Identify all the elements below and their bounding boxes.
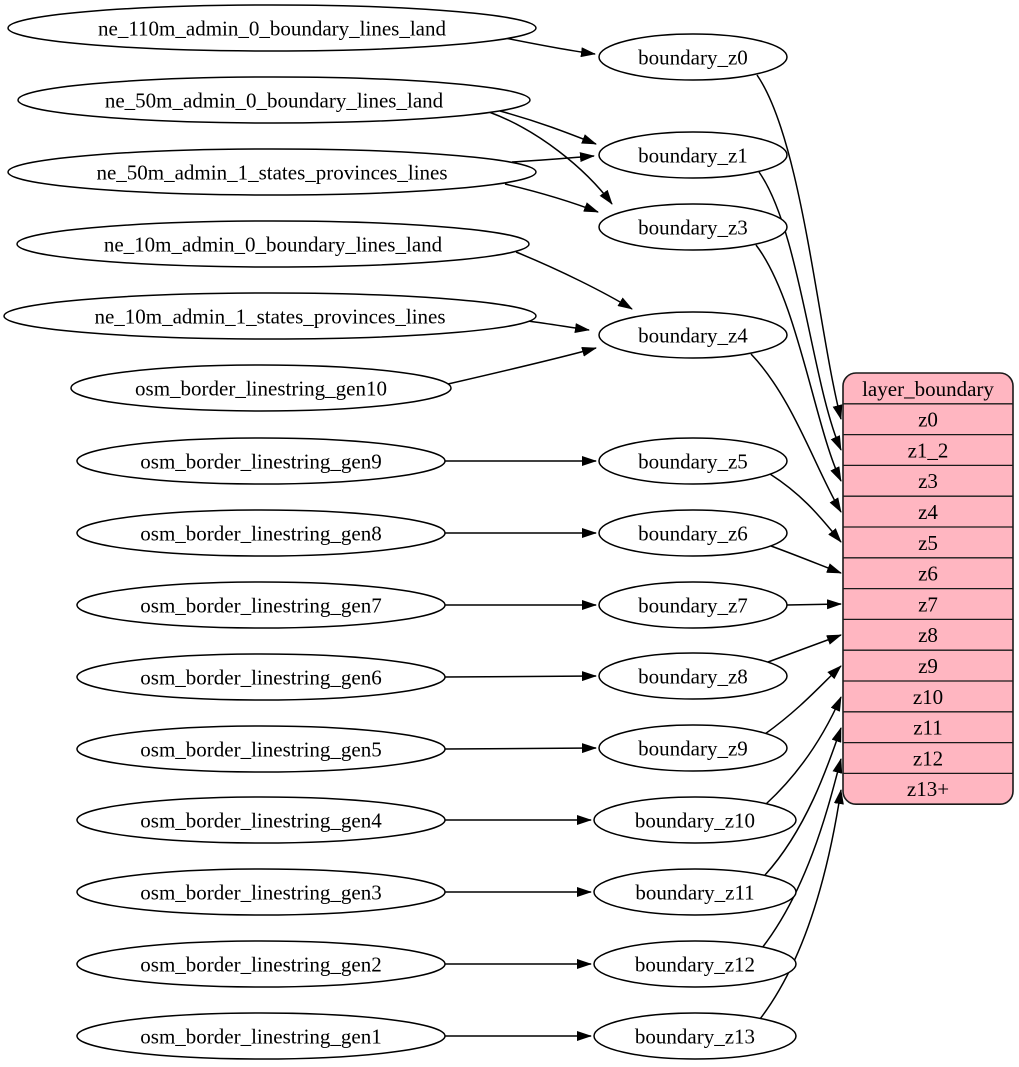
node-label: boundary_z1 bbox=[638, 143, 748, 167]
node-boundary_z3: boundary_z3 bbox=[598, 203, 788, 251]
node-boundary_z0: boundary_z0 bbox=[598, 33, 788, 81]
edge-ne_50m_admin_0_boundary_lines_land-to-boundary_z3 bbox=[488, 111, 613, 205]
edge-ne_10m_admin_1_states_provinces_lines-to-boundary_z4 bbox=[527, 320, 590, 333]
node-boundary_z11: boundary_z11 bbox=[593, 868, 797, 916]
node-osm_border_linestring_gen10: osm_border_linestring_gen10 bbox=[70, 364, 452, 412]
table-row-label-z13+: z13+ bbox=[907, 777, 949, 801]
layer-boundary-table: layer_boundary z0 z1_2 z3 z4 z5 z6 z7 z8 z9 z10 z11… bbox=[842, 372, 1014, 806]
edge-boundary_z12-to-z12 bbox=[761, 758, 843, 949]
edge-boundary_z4-to-z4 bbox=[750, 353, 842, 513]
node-osm_border_linestring_gen8: osm_border_linestring_gen8 bbox=[76, 509, 446, 557]
node-label: boundary_z11 bbox=[635, 880, 754, 904]
table-row-label-z7: z7 bbox=[918, 592, 938, 616]
edge-boundary_z13-to-z13+ bbox=[759, 789, 844, 1020]
node-osm_border_linestring_gen2: osm_border_linestring_gen2 bbox=[76, 940, 446, 988]
edge-osm_border_linestring_gen10-to-boundary_z4 bbox=[447, 346, 597, 385]
edge-ne_50m_admin_0_boundary_lines_land-to-boundary_z1 bbox=[499, 110, 597, 145]
node-label: boundary_z13 bbox=[635, 1024, 755, 1048]
node-osm_border_linestring_gen9: osm_border_linestring_gen9 bbox=[76, 437, 446, 485]
table-row-label-z4: z4 bbox=[918, 500, 938, 524]
edge-boundary_z5-to-z5 bbox=[769, 473, 842, 543]
table-row-label-z6: z6 bbox=[918, 562, 938, 586]
node-ne_10m_admin_0_boundary_lines_land: ne_10m_admin_0_boundary_lines_land bbox=[16, 220, 530, 268]
table-row-label-z12: z12 bbox=[913, 746, 943, 770]
edge-osm_border_linestring_gen5-to-boundary_z9 bbox=[444, 743, 597, 754]
node-label: boundary_z6 bbox=[638, 521, 748, 545]
node-label: osm_border_linestring_gen1 bbox=[140, 1024, 381, 1048]
edge-boundary_z3-to-z3 bbox=[755, 244, 842, 482]
node-label: boundary_z7 bbox=[638, 593, 748, 617]
node-boundary_z13: boundary_z13 bbox=[593, 1012, 797, 1060]
edge-boundary_z6-to-z6 bbox=[770, 545, 842, 574]
edge-ne_50m_admin_1_states_provinces_lines-to-boundary_z1 bbox=[511, 152, 595, 163]
node-osm_border_linestring_gen4: osm_border_linestring_gen4 bbox=[76, 796, 446, 844]
node-ne_50m_admin_1_states_provinces_lines: ne_50m_admin_1_states_provinces_lines bbox=[7, 148, 537, 196]
table-row-label-z10: z10 bbox=[913, 685, 943, 709]
node-label: boundary_z12 bbox=[635, 952, 755, 976]
table-row-label-z9: z9 bbox=[918, 654, 938, 678]
node-label: boundary_z5 bbox=[638, 449, 748, 473]
node-boundary_z4: boundary_z4 bbox=[598, 311, 788, 359]
node-label: boundary_z10 bbox=[635, 808, 755, 832]
edge-boundary_z10-to-z10 bbox=[765, 696, 842, 805]
node-label: boundary_z4 bbox=[638, 323, 748, 347]
edge-boundary_z11-to-z11 bbox=[764, 727, 842, 876]
node-boundary_z8: boundary_z8 bbox=[598, 652, 788, 700]
table-row-label-z1_2: z1_2 bbox=[908, 438, 949, 462]
table-row-label-z8: z8 bbox=[918, 623, 938, 647]
node-osm_border_linestring_gen1: osm_border_linestring_gen1 bbox=[76, 1012, 446, 1060]
edge-boundary_z8-to-z8 bbox=[767, 634, 842, 663]
edge-boundary_z9-to-z9 bbox=[764, 665, 842, 735]
table-row-label-z0: z0 bbox=[918, 408, 938, 432]
node-label: boundary_z8 bbox=[638, 664, 748, 688]
node-label: osm_border_linestring_gen8 bbox=[140, 521, 381, 545]
node-ne_110m_admin_0_boundary_lines_land: ne_110m_admin_0_boundary_lines_land bbox=[7, 4, 537, 52]
node-label: osm_border_linestring_gen7 bbox=[140, 593, 381, 617]
node-boundary_z7: boundary_z7 bbox=[598, 581, 788, 629]
node-label: osm_border_linestring_gen2 bbox=[140, 952, 381, 976]
node-label: osm_border_linestring_gen10 bbox=[135, 376, 387, 400]
node-label: ne_50m_admin_1_states_provinces_lines bbox=[96, 160, 447, 184]
node-boundary_z6: boundary_z6 bbox=[598, 509, 788, 557]
table-row-label-z3: z3 bbox=[918, 469, 938, 493]
node-osm_border_linestring_gen7: osm_border_linestring_gen7 bbox=[76, 581, 446, 629]
table-row-label-z11: z11 bbox=[913, 716, 943, 740]
node-boundary_z10: boundary_z10 bbox=[593, 796, 797, 844]
node-label: boundary_z0 bbox=[638, 45, 748, 69]
node-label: osm_border_linestring_gen4 bbox=[140, 808, 382, 832]
edge-boundary_z1-to-z1_2 bbox=[758, 171, 842, 451]
node-label: osm_border_linestring_gen3 bbox=[140, 880, 381, 904]
edge-ne_10m_admin_0_boundary_lines_land-to-boundary_z4 bbox=[515, 251, 633, 310]
edge-boundary_z7-to-z7 bbox=[786, 599, 842, 610]
node-label: ne_50m_admin_0_boundary_lines_land bbox=[105, 88, 444, 112]
table-title: layer_boundary bbox=[862, 377, 994, 401]
node-label: osm_border_linestring_gen9 bbox=[140, 449, 381, 473]
node-label: boundary_z3 bbox=[638, 215, 748, 239]
node-osm_border_linestring_gen3: osm_border_linestring_gen3 bbox=[76, 868, 446, 916]
node-boundary_z12: boundary_z12 bbox=[593, 940, 797, 988]
node-label: osm_border_linestring_gen5 bbox=[140, 737, 381, 761]
edge-boundary_z0-to-z0 bbox=[756, 74, 843, 420]
node-ne_10m_admin_1_states_provinces_lines: ne_10m_admin_1_states_provinces_lines bbox=[3, 292, 537, 340]
node-label: ne_10m_admin_1_states_provinces_lines bbox=[94, 304, 445, 328]
node-ne_50m_admin_0_boundary_lines_land: ne_50m_admin_0_boundary_lines_land bbox=[17, 76, 531, 124]
node-label: osm_border_linestring_gen6 bbox=[140, 665, 381, 689]
edge-ne_50m_admin_1_states_provinces_lines-to-boundary_z3 bbox=[504, 183, 599, 213]
edge-ne_110m_admin_0_boundary_lines_land-to-boundary_z0 bbox=[504, 37, 596, 58]
node-osm_border_linestring_gen5: osm_border_linestring_gen5 bbox=[76, 725, 446, 773]
node-label: boundary_z9 bbox=[638, 736, 748, 760]
node-label: ne_10m_admin_0_boundary_lines_land bbox=[104, 232, 443, 256]
node-boundary_z1: boundary_z1 bbox=[598, 131, 788, 179]
node-boundary_z5: boundary_z5 bbox=[598, 437, 788, 485]
node-osm_border_linestring_gen6: osm_border_linestring_gen6 bbox=[76, 653, 446, 701]
edge-osm_border_linestring_gen6-to-boundary_z8 bbox=[444, 671, 597, 682]
node-boundary_z9: boundary_z9 bbox=[598, 724, 788, 772]
node-label: ne_110m_admin_0_boundary_lines_land bbox=[98, 16, 446, 40]
table-row-label-z5: z5 bbox=[918, 531, 938, 555]
